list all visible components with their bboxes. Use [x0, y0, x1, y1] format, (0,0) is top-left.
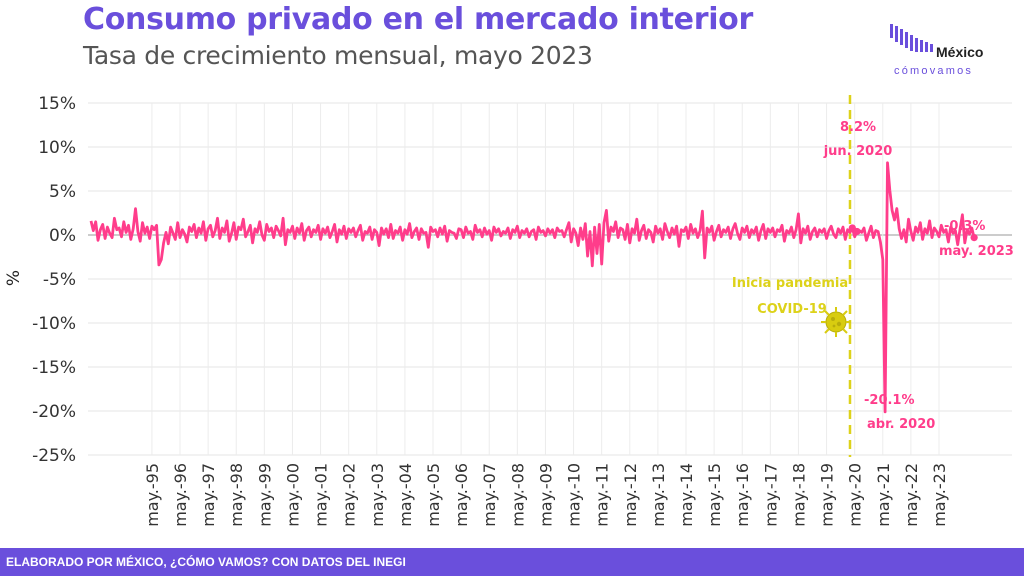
x-tick-label: may.-06 — [452, 463, 471, 527]
annotation-trough: -20.1% abr. 2020 — [864, 393, 935, 432]
x-tick-label: may.-19 — [818, 463, 837, 527]
pandemic-label-line2: COVID-19 — [757, 302, 827, 317]
x-tick-label: may.-95 — [143, 463, 162, 527]
x-tick-label: may.-11 — [593, 463, 612, 527]
annotation-last: -0.3% may. 2023 — [939, 219, 1014, 259]
chart-subtitle: Tasa de crecimiento mensual, mayo 2023 — [83, 41, 593, 70]
line-chart: 15%10%5%0%-5%-10%-15%-20%-25% may.-95 may… — [4, 94, 1014, 527]
annotated-points — [848, 224, 978, 242]
annotation-peak: 8.2% jun. 2020 — [823, 120, 893, 159]
x-tick-label: may.-18 — [789, 463, 808, 527]
x-tick-label: may.-16 — [733, 463, 752, 527]
chart-title: Consumo privado en el mercado interior — [83, 2, 753, 37]
x-tick-label: may.-08 — [508, 463, 527, 527]
x-tick-label: may.-17 — [761, 463, 780, 527]
y-tick-label: 10% — [38, 138, 76, 158]
x-tick-label: may.-12 — [621, 463, 640, 527]
trough-date-label: abr. 2020 — [867, 417, 935, 432]
grid-lines — [88, 102, 1012, 456]
x-tick-label: may.-97 — [199, 463, 218, 527]
x-tick-label: may.-03 — [368, 463, 387, 527]
y-tick-label: 5% — [49, 182, 76, 202]
virus-icon — [821, 307, 851, 337]
x-tick-label: may.-01 — [312, 463, 331, 527]
x-tick-label: may.-98 — [227, 463, 246, 527]
peak-point — [853, 227, 861, 236]
annotation-pandemic: Inicia pandemia COVID-19 — [732, 276, 848, 317]
y-axis-ticks: 15% 10% 5% 0% -5% -10% -15% -20% -25% — [32, 94, 76, 466]
x-tick-label: may.-00 — [283, 463, 302, 527]
x-tick-label: may.-96 — [171, 463, 190, 527]
series-line-consumo — [89, 161, 976, 414]
x-tick-label: may.-04 — [396, 463, 415, 527]
y-tick-label: -25% — [32, 446, 76, 466]
last-value-label: -0.3% — [944, 219, 985, 234]
y-tick-label: -20% — [32, 402, 76, 422]
x-tick-label: may.-09 — [536, 463, 555, 527]
x-tick-label: may.-07 — [480, 463, 499, 527]
y-tick-label: -10% — [32, 314, 76, 334]
x-tick-label: may.-05 — [424, 463, 443, 527]
logo-name: México — [936, 44, 984, 60]
y-tick-label: 15% — [38, 94, 76, 114]
x-tick-label: may.-02 — [340, 463, 359, 527]
bar-logo-icon — [890, 24, 933, 52]
x-axis-ticks: may.-95 may.-96 may.-97 may.-98 may.-99 may.-… — [143, 463, 949, 527]
pandemic-label-line1: Inicia pandemia — [732, 276, 848, 291]
x-tick-label: may.-23 — [930, 463, 949, 527]
peak-date-label: jun. 2020 — [823, 144, 893, 159]
trough-value-label: -20.1% — [864, 393, 915, 408]
x-tick-label: may.-22 — [902, 463, 921, 527]
x-tick-label: may.-20 — [846, 463, 865, 527]
y-axis-label: % — [4, 270, 24, 286]
x-tick-label: may.-99 — [255, 463, 274, 527]
logo-tagline: cómovamos — [894, 65, 974, 77]
peak-value-label: 8.2% — [840, 120, 876, 135]
mexico-como-vamos-logo: México cómovamos — [888, 22, 1006, 84]
footer-credit: ELABORADO POR MÉXICO, ¿CÓMO VAMOS? CON D… — [0, 548, 1024, 576]
x-tick-label: may.-10 — [565, 463, 584, 527]
x-tick-label: may.-14 — [677, 463, 696, 527]
y-tick-label: 0% — [49, 226, 76, 246]
x-tick-label: may.-13 — [649, 463, 668, 527]
last-point — [970, 234, 978, 242]
x-tick-label: may.-15 — [705, 463, 724, 527]
y-tick-label: -15% — [32, 358, 76, 378]
x-tick-label: may.-21 — [874, 463, 893, 527]
last-date-label: may. 2023 — [939, 244, 1014, 259]
y-tick-label: -5% — [43, 270, 76, 290]
